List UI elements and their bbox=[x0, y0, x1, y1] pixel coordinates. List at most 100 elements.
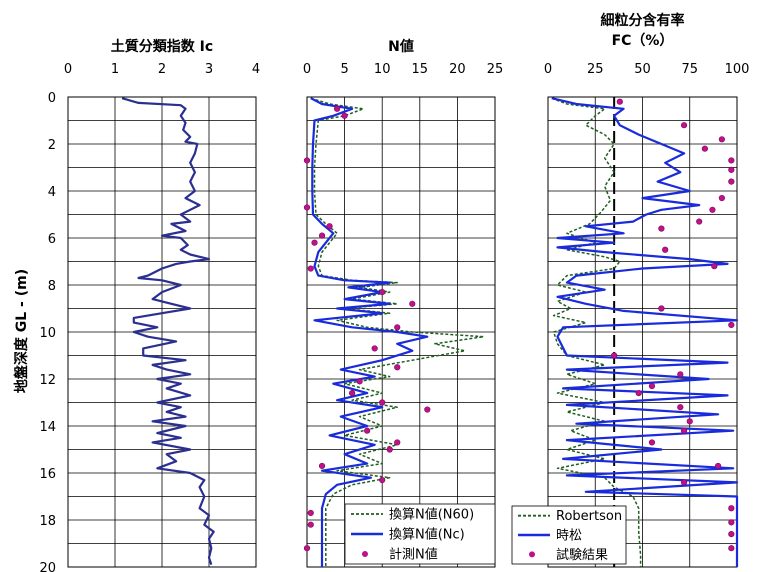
data-point bbox=[311, 239, 318, 246]
data-point bbox=[303, 157, 311, 164]
data-point bbox=[728, 178, 735, 185]
y-tick-label: 12 bbox=[39, 373, 56, 388]
data-point bbox=[379, 476, 386, 484]
data-point bbox=[658, 225, 665, 232]
data-point bbox=[728, 530, 735, 538]
y-tick-label: 16 bbox=[39, 467, 56, 482]
panel-title: 細粒分含有率 bbox=[601, 12, 685, 29]
x-tick-label: 0 bbox=[303, 62, 311, 77]
plot-frame bbox=[67, 96, 257, 568]
data-point bbox=[307, 521, 314, 528]
data-point bbox=[648, 382, 656, 390]
data-point bbox=[394, 364, 401, 371]
x-tick-label: 25 bbox=[487, 62, 504, 77]
x-tick-label: 50 bbox=[634, 62, 651, 77]
series-line bbox=[121, 97, 215, 565]
legend-marker bbox=[529, 551, 535, 558]
data-point bbox=[333, 105, 341, 112]
data-point bbox=[728, 166, 735, 173]
y-axis-label: 地盤深度 GL - (m) bbox=[13, 269, 30, 393]
y-tick-label: 4 bbox=[48, 185, 56, 200]
y-tick-label: 2 bbox=[48, 138, 56, 153]
data-point bbox=[680, 427, 688, 434]
x-tick-label: 10 bbox=[374, 62, 391, 77]
data-point bbox=[303, 204, 311, 211]
x-tick-label: 4 bbox=[252, 62, 260, 77]
data-point bbox=[718, 194, 725, 202]
data-point bbox=[728, 505, 735, 512]
x-tick-label: 25 bbox=[587, 62, 604, 77]
data-point bbox=[680, 122, 688, 129]
legend-label: 試験結果 bbox=[556, 547, 608, 563]
data-point bbox=[728, 545, 735, 552]
data-point bbox=[318, 462, 326, 470]
data-point bbox=[718, 136, 725, 143]
legend-label: 換算N値(Nc) bbox=[389, 527, 465, 543]
panel-n: N値 0 5 10 15 20 25 換算N値(N60) 換算N値(Nc) 計測N値 bbox=[303, 38, 504, 568]
panel-subtitle: FC（%） bbox=[612, 33, 674, 49]
plot-frame bbox=[547, 96, 738, 568]
data-point bbox=[696, 218, 703, 225]
x-tick-label: 3 bbox=[205, 62, 213, 77]
data-point bbox=[326, 223, 333, 230]
x-tick-label: 2 bbox=[158, 62, 166, 77]
data-point bbox=[379, 288, 386, 296]
data-point bbox=[394, 324, 401, 331]
x-tick-label: 15 bbox=[412, 62, 429, 77]
x-tick-label: 0 bbox=[64, 62, 72, 77]
legend-label: 時松 bbox=[556, 529, 582, 544]
data-point bbox=[728, 519, 735, 526]
legend-label: 計測N値 bbox=[389, 547, 438, 563]
series-line bbox=[310, 97, 485, 567]
data-point bbox=[677, 404, 684, 411]
y-tick-label: 6 bbox=[48, 232, 56, 247]
data-point bbox=[635, 390, 642, 397]
data-point bbox=[728, 321, 735, 329]
data-point bbox=[349, 390, 356, 397]
data-point bbox=[677, 371, 684, 378]
panel-title: 土質分類指数 Ic bbox=[111, 38, 213, 55]
series-line bbox=[310, 97, 429, 567]
data-point bbox=[424, 406, 431, 413]
data-point bbox=[386, 446, 393, 453]
data-point bbox=[611, 352, 618, 359]
data-point bbox=[307, 265, 314, 272]
y-tick-label: 0 bbox=[48, 91, 56, 106]
x-tick-label: 0 bbox=[544, 62, 552, 77]
y-tick-label: 8 bbox=[48, 279, 56, 294]
legend-marker bbox=[362, 551, 368, 557]
legend-label: Robertson bbox=[556, 509, 622, 524]
series-line bbox=[551, 97, 739, 567]
legend: 換算N値(N60) 換算N値(Nc) 計測N値 bbox=[344, 503, 496, 565]
y-tick-label: 14 bbox=[39, 420, 56, 435]
data-point bbox=[709, 206, 716, 213]
plot-frame bbox=[306, 96, 496, 568]
x-tick-label: 100 bbox=[725, 62, 750, 77]
data-point bbox=[728, 157, 735, 164]
data-point bbox=[701, 145, 708, 152]
data-point bbox=[686, 418, 693, 425]
legend-label: 換算N値(N60) bbox=[389, 507, 474, 523]
data-point bbox=[307, 509, 314, 517]
y-tick-label: 20 bbox=[39, 561, 56, 572]
data-point bbox=[711, 263, 718, 270]
data-point bbox=[379, 399, 386, 406]
data-point bbox=[371, 345, 378, 352]
data-point bbox=[680, 479, 688, 486]
data-point bbox=[616, 98, 623, 105]
y-tick-label: 10 bbox=[39, 326, 56, 341]
x-tick-label: 75 bbox=[681, 62, 698, 77]
data-point bbox=[303, 545, 311, 552]
data-point bbox=[341, 112, 348, 119]
panel-title: N値 bbox=[388, 38, 414, 55]
data-point bbox=[714, 462, 722, 470]
data-point bbox=[648, 439, 656, 446]
data-point bbox=[658, 305, 665, 312]
x-tick-label: 5 bbox=[340, 62, 348, 77]
data-point bbox=[318, 232, 326, 239]
data-point bbox=[662, 246, 669, 253]
